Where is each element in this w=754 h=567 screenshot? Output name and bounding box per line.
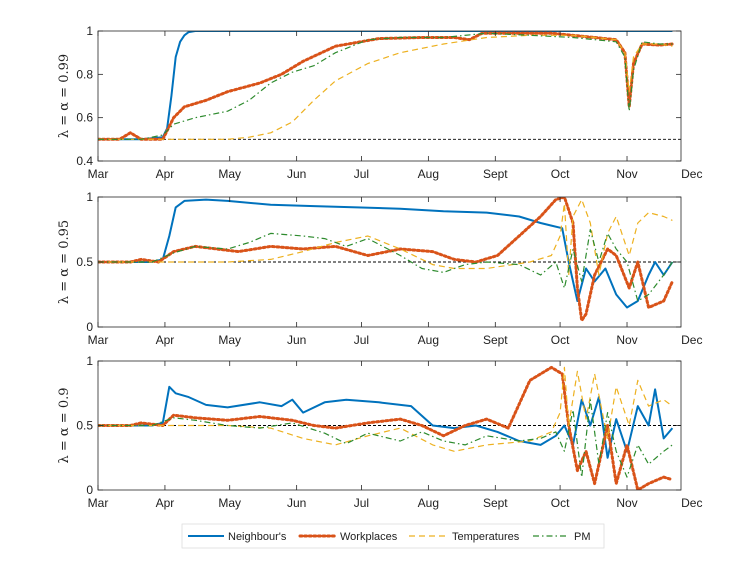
legend: Neighbour's Workplaces Temperatures PM (181, 523, 605, 549)
series-line-neighbour-s (98, 31, 673, 141)
x-tick-label: Aug (418, 333, 439, 347)
y-tick-label: 0.5 (76, 255, 93, 269)
legend-item: Workplaces (298, 531, 398, 543)
y-tick-label: 0.5 (76, 419, 93, 433)
series-line-pm (98, 228, 673, 302)
y-tick-label: 0 (86, 483, 93, 497)
series-line-neighbour-s (98, 198, 674, 309)
y-tick-label: 1 (86, 24, 93, 38)
x-tick-label: Mar (88, 167, 109, 181)
legend-label: PM (574, 531, 591, 543)
legend-label: Temperatures (452, 531, 520, 543)
x-tick-label: Mar (88, 333, 109, 347)
legend-label: Neighbour's (228, 531, 287, 543)
x-tick-label: Oct (551, 167, 570, 181)
x-tick-label: Dec (681, 167, 702, 181)
y-axis-label: λ = α = 0.99 (57, 54, 72, 138)
y-tick-label: 0.4 (76, 154, 93, 168)
y-tick-label: 0.6 (76, 111, 93, 125)
y-axis-label: λ = α = 0.9 (57, 387, 72, 463)
x-tick-label: Jun (287, 333, 306, 347)
x-tick-label: Aug (418, 167, 439, 181)
x-tick-label: Nov (616, 333, 637, 347)
x-tick-label: Apr (156, 167, 175, 181)
x-tick-label: Apr (156, 496, 175, 510)
series-line-temperatures (98, 199, 673, 276)
y-tick-label: 0 (86, 320, 93, 334)
x-tick-label: Nov (616, 496, 637, 510)
panel-2: 0 0.5 1 Mar Apr May Jun Jul Aug Sept Oct Nov Dec λ = … (57, 190, 702, 347)
x-tick-label: May (218, 496, 241, 510)
x-tick-label: Sept (483, 167, 508, 181)
series-line-pm (98, 32, 673, 140)
series-line-temperatures (98, 34, 673, 140)
x-tick-label: May (218, 167, 241, 181)
x-tick-label: Jul (354, 167, 369, 181)
x-tick-label: Sept (483, 496, 508, 510)
legend-item: Neighbour's (188, 531, 287, 543)
x-tick-label: Dec (681, 496, 702, 510)
chart-panels: 0.4 0.6 0.8 1 Mar Apr May Jun Jul Aug Sept Oct Nov De… (57, 24, 702, 510)
panel-1: 0.4 0.6 0.8 1 Mar Apr May Jun Jul Aug Sept Oct Nov De… (57, 24, 702, 181)
x-tick-label: Aug (418, 496, 439, 510)
legend-item: Temperatures (409, 531, 520, 543)
series-line-workplaces (98, 31, 674, 141)
series-line-pm (98, 399, 673, 478)
y-tick-label: 1 (86, 190, 93, 204)
axes-box (97, 30, 682, 162)
x-tick-label: Oct (551, 496, 570, 510)
x-tick-label: Dec (681, 333, 702, 347)
x-tick-label: Jun (287, 167, 306, 181)
y-tick-label: 1 (86, 354, 93, 368)
series-line-workplaces (98, 197, 674, 322)
x-tick-label: Apr (156, 333, 175, 347)
series-line-temperatures (98, 366, 673, 452)
x-tick-label: Sept (483, 333, 508, 347)
x-tick-label: Nov (616, 167, 637, 181)
x-tick-label: Oct (551, 333, 570, 347)
legend-item: PM (533, 531, 591, 543)
x-tick-label: Jul (354, 496, 369, 510)
x-tick-label: Jul (354, 333, 369, 347)
x-tick-label: Jun (287, 496, 306, 510)
legend-label: Workplaces (340, 531, 398, 543)
y-tick-label: 0.8 (76, 67, 93, 81)
x-tick-label: Mar (88, 496, 109, 510)
x-tick-label: May (218, 333, 241, 347)
panel-3: 0 0.5 1 Mar Apr May Jun Jul Aug Sept Oct Nov Dec λ = … (57, 354, 702, 510)
series-line-neighbour-s (98, 385, 674, 459)
series-line-workplaces (98, 365, 674, 490)
y-axis-label: λ = α = 0.95 (57, 220, 72, 304)
